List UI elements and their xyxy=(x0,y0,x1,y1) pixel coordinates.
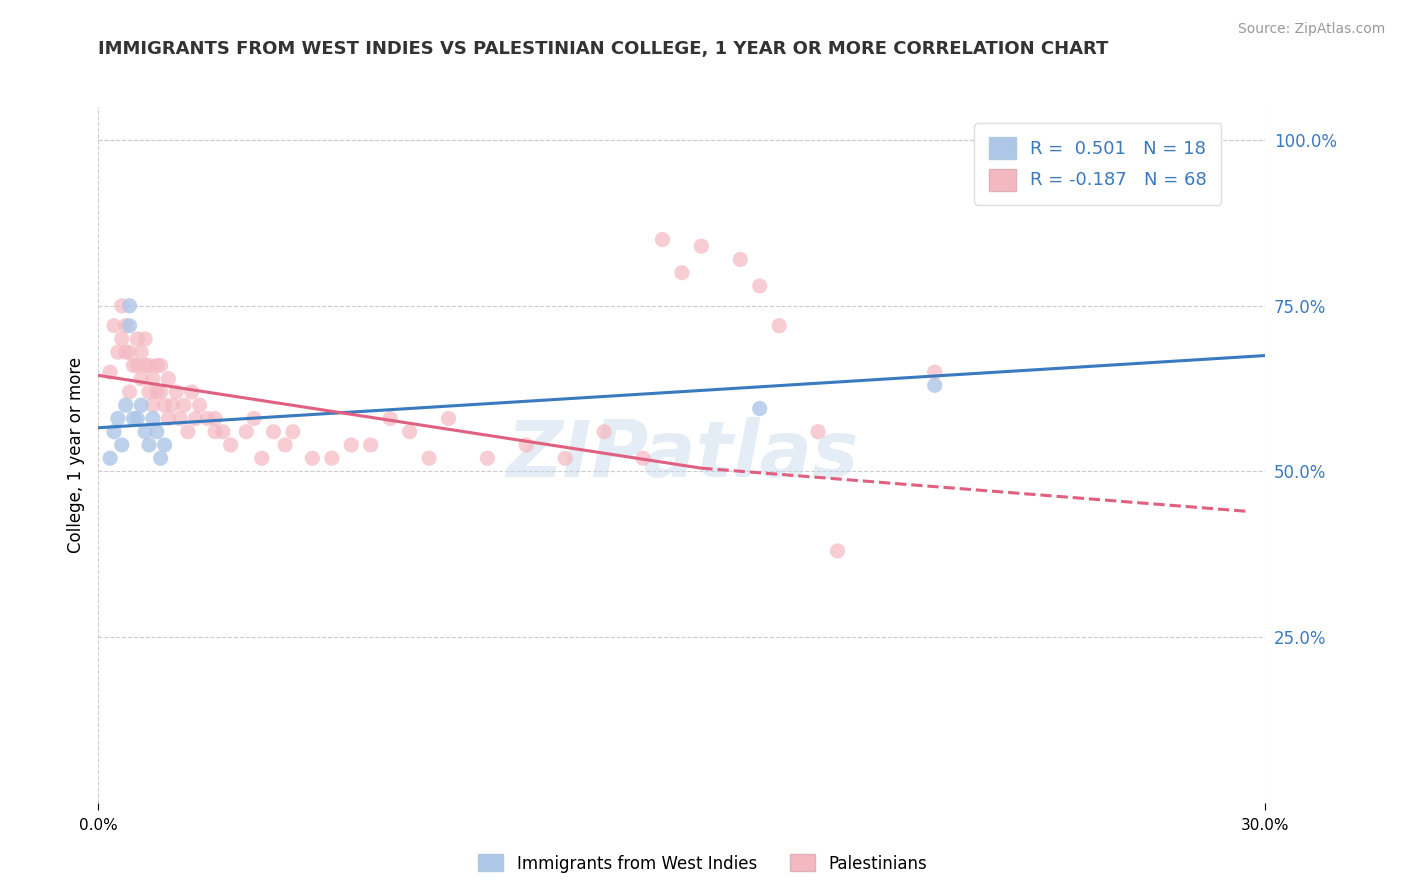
Text: IMMIGRANTS FROM WEST INDIES VS PALESTINIAN COLLEGE, 1 YEAR OR MORE CORRELATION C: IMMIGRANTS FROM WEST INDIES VS PALESTINI… xyxy=(98,40,1109,58)
Point xyxy=(262,425,284,439)
Point xyxy=(651,233,673,247)
Point xyxy=(515,438,537,452)
Point xyxy=(301,451,323,466)
Point xyxy=(127,332,149,346)
Point xyxy=(204,425,226,439)
Point xyxy=(129,345,152,359)
Point xyxy=(149,384,172,399)
Point xyxy=(924,365,946,379)
Point xyxy=(924,378,946,392)
Point xyxy=(477,451,499,466)
Point xyxy=(184,411,207,425)
Point xyxy=(212,425,235,439)
Point xyxy=(398,425,420,439)
Point xyxy=(321,451,343,466)
Point xyxy=(177,425,200,439)
Point xyxy=(748,401,770,416)
Point xyxy=(114,318,136,333)
Point xyxy=(162,398,184,412)
Point xyxy=(768,318,790,333)
Point xyxy=(188,398,211,412)
Point xyxy=(690,239,713,253)
Point xyxy=(142,398,165,412)
Point xyxy=(103,318,125,333)
Point xyxy=(250,451,273,466)
Point xyxy=(134,425,156,439)
Point xyxy=(360,438,382,452)
Point xyxy=(281,425,304,439)
Point xyxy=(111,438,134,452)
Y-axis label: College, 1 year or more: College, 1 year or more xyxy=(66,357,84,553)
Point xyxy=(274,438,297,452)
Point xyxy=(730,252,752,267)
Point xyxy=(204,411,226,425)
Point xyxy=(671,266,693,280)
Point xyxy=(111,299,134,313)
Point xyxy=(748,279,770,293)
Point xyxy=(437,411,460,425)
Point xyxy=(153,438,176,452)
Point xyxy=(235,425,257,439)
Point xyxy=(118,318,141,333)
Point xyxy=(98,451,121,466)
Point xyxy=(122,359,145,373)
Point xyxy=(169,411,191,425)
Point xyxy=(418,451,440,466)
Point xyxy=(118,384,141,399)
Legend: R =  0.501   N = 18, R = -0.187   N = 68: R = 0.501 N = 18, R = -0.187 N = 68 xyxy=(974,123,1222,205)
Point xyxy=(180,384,202,399)
Point xyxy=(118,299,141,313)
Point xyxy=(138,384,160,399)
Point xyxy=(149,359,172,373)
Point xyxy=(593,425,616,439)
Point xyxy=(195,411,218,425)
Point xyxy=(157,372,180,386)
Point xyxy=(146,384,169,399)
Point xyxy=(243,411,266,425)
Point xyxy=(98,365,121,379)
Point xyxy=(340,438,363,452)
Point xyxy=(157,411,180,425)
Point xyxy=(138,359,160,373)
Point xyxy=(149,451,172,466)
Point xyxy=(146,359,169,373)
Point xyxy=(127,359,149,373)
Point xyxy=(122,411,145,425)
Legend: Immigrants from West Indies, Palestinians: Immigrants from West Indies, Palestinian… xyxy=(472,847,934,880)
Point xyxy=(153,398,176,412)
Text: Source: ZipAtlas.com: Source: ZipAtlas.com xyxy=(1237,22,1385,37)
Point xyxy=(554,451,576,466)
Point xyxy=(827,544,849,558)
Point xyxy=(142,411,165,425)
Point xyxy=(111,332,134,346)
Point xyxy=(103,425,125,439)
Point xyxy=(219,438,242,452)
Point xyxy=(146,425,169,439)
Point xyxy=(173,398,195,412)
Point xyxy=(165,384,187,399)
Point xyxy=(114,345,136,359)
Text: ZIPatlas: ZIPatlas xyxy=(506,417,858,493)
Point xyxy=(807,425,830,439)
Point xyxy=(142,372,165,386)
Point xyxy=(114,398,136,412)
Point xyxy=(378,411,402,425)
Point xyxy=(631,451,654,466)
Point xyxy=(134,332,156,346)
Point xyxy=(127,411,149,425)
Point xyxy=(118,345,141,359)
Point xyxy=(129,372,152,386)
Point xyxy=(129,398,152,412)
Point xyxy=(107,411,129,425)
Point xyxy=(107,345,129,359)
Point xyxy=(134,359,156,373)
Point xyxy=(138,438,160,452)
